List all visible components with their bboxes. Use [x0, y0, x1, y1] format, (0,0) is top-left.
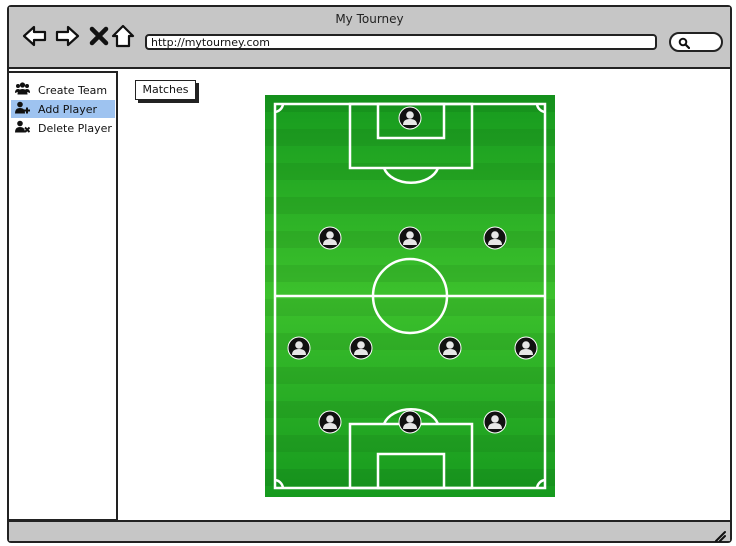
- corner-arc: [535, 103, 546, 114]
- grass-stripe: [265, 333, 555, 350]
- browser-window: My Tourney http://mytourney.com: [7, 5, 732, 543]
- bottom-goal-box: [376, 452, 446, 490]
- grass-stripe: [265, 265, 555, 282]
- corner-arc: [274, 478, 285, 489]
- users-icon: [11, 82, 38, 98]
- sidebar: Create Team Add Player Delete Player: [9, 71, 118, 521]
- player-marker[interactable]: [398, 226, 422, 250]
- sidebar-item-create-team[interactable]: Create Team: [11, 81, 115, 99]
- forward-arrow-icon: [54, 23, 80, 53]
- browser-toolbar: My Tourney http://mytourney.com: [9, 7, 730, 69]
- player-marker[interactable]: [287, 336, 311, 360]
- status-bar: [9, 520, 730, 542]
- player-marker[interactable]: [349, 336, 373, 360]
- player-marker[interactable]: [398, 410, 422, 434]
- center-circle: [371, 257, 449, 335]
- player-marker[interactable]: [483, 410, 507, 434]
- close-icon: [86, 23, 112, 53]
- top-penalty-arc: [382, 167, 440, 184]
- grass-stripe: [265, 299, 555, 316]
- window-title: My Tourney: [335, 12, 404, 26]
- player-marker[interactable]: [438, 336, 462, 360]
- player-marker[interactable]: [514, 336, 538, 360]
- home-button[interactable]: [109, 24, 137, 52]
- sidebar-item-add-player[interactable]: Add Player: [11, 100, 115, 118]
- matches-button[interactable]: Matches: [135, 80, 196, 100]
- back-arrow-icon: [22, 23, 48, 53]
- player-marker[interactable]: [318, 226, 342, 250]
- grass-stripe: [265, 435, 555, 452]
- bottom-penalty-arc: [382, 408, 440, 425]
- sidebar-item-label: Add Player: [38, 102, 98, 116]
- corner-arc: [274, 103, 285, 114]
- player-marker[interactable]: [483, 226, 507, 250]
- sidebar-item-label: Create Team: [38, 83, 108, 97]
- resize-grip-icon[interactable]: [714, 527, 726, 542]
- grass-stripe: [265, 367, 555, 384]
- player-marker[interactable]: [398, 106, 422, 130]
- back-button[interactable]: [21, 24, 49, 52]
- search-button[interactable]: [669, 32, 723, 52]
- grass-stripe: [265, 163, 555, 180]
- corner-arc: [535, 478, 546, 489]
- user-add-icon: [11, 101, 38, 117]
- stop-button[interactable]: [85, 24, 113, 52]
- sidebar-item-delete-player[interactable]: Delete Player: [11, 119, 115, 137]
- sidebar-item-label: Delete Player: [38, 121, 112, 135]
- address-bar[interactable]: http://mytourney.com: [145, 34, 657, 50]
- player-marker[interactable]: [318, 410, 342, 434]
- user-delete-icon: [11, 120, 38, 136]
- top-goal-box: [376, 102, 446, 140]
- forward-button[interactable]: [53, 24, 81, 52]
- football-pitch: [265, 95, 555, 497]
- grass-stripe: [265, 197, 555, 214]
- home-icon: [110, 23, 136, 53]
- grass-stripe: [265, 469, 555, 486]
